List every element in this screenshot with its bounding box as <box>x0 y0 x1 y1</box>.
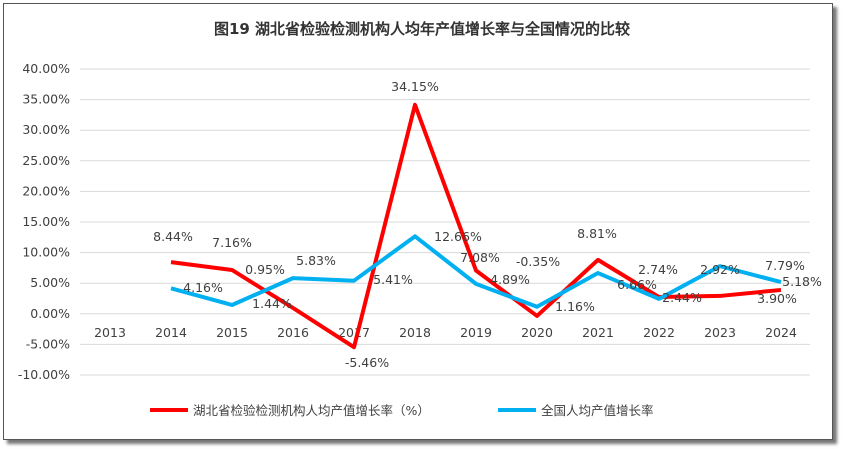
data-label: 2.92% <box>700 262 740 277</box>
legend-label: 全国人均产值增长率 <box>541 403 654 418</box>
data-label: 7.08% <box>460 250 500 265</box>
x-tick-label: 2024 <box>765 325 797 340</box>
x-tick-label: 2021 <box>582 325 614 340</box>
x-tick-label: 2014 <box>155 325 187 340</box>
x-tick-label: 2016 <box>277 325 309 340</box>
x-tick-label: 2015 <box>216 325 248 340</box>
y-tick-label: 25.00% <box>22 153 70 168</box>
x-tick-label: 2023 <box>704 325 736 340</box>
y-tick-label: 5.00% <box>30 275 70 290</box>
legend-label: 湖北省检验检测机构人均产值增长率（%） <box>193 403 430 418</box>
x-tick-label: 2017 <box>338 325 370 340</box>
y-tick-label: 10.00% <box>22 245 70 260</box>
data-label: 12.66% <box>434 229 482 244</box>
data-label: 6.66% <box>617 277 657 292</box>
data-label: 1.16% <box>555 299 595 314</box>
data-label: 2.44% <box>662 290 702 305</box>
x-tick-label: 2013 <box>94 325 126 340</box>
data-label: 1.44% <box>252 296 292 311</box>
data-label: 5.41% <box>373 272 413 287</box>
x-tick-label: 2022 <box>643 325 675 340</box>
x-tick-label: 2020 <box>521 325 553 340</box>
data-label: 5.83% <box>296 253 336 268</box>
chart-title: 图19 湖北省检验检测机构人均年产值增长率与全国情况的比较 <box>214 20 630 38</box>
data-label: -5.46% <box>345 355 389 370</box>
data-label: 7.79% <box>765 258 805 273</box>
y-tick-label: 40.00% <box>22 61 70 76</box>
y-tick-label: 20.00% <box>22 183 70 198</box>
data-label: 0.95% <box>245 262 285 277</box>
legend-item-1: 湖北省检验检测机构人均产值增长率（%） <box>150 403 430 418</box>
y-tick-label: -5.00% <box>26 336 70 351</box>
data-label: 3.90% <box>757 291 797 306</box>
data-label: 4.89% <box>490 272 530 287</box>
data-label: 8.44% <box>153 229 193 244</box>
data-label: 2.74% <box>638 262 678 277</box>
y-tick-label: -10.00% <box>18 367 70 382</box>
data-label: 5.18% <box>782 274 822 289</box>
data-label: 34.15% <box>391 79 439 94</box>
y-tick-label: 0.00% <box>30 306 70 321</box>
data-label: 4.16% <box>183 280 223 295</box>
data-label: 8.81% <box>577 226 617 241</box>
x-tick-label: 2019 <box>460 325 492 340</box>
x-tick-label: 2018 <box>399 325 431 340</box>
data-label: 7.16% <box>212 235 252 250</box>
y-tick-label: 35.00% <box>22 92 70 107</box>
series-line-2 <box>170 234 782 309</box>
series-line-1 <box>170 102 782 350</box>
data-label: -0.35% <box>516 254 560 269</box>
y-tick-label: 30.00% <box>22 122 70 137</box>
y-tick-label: 15.00% <box>22 214 70 229</box>
legend-item-2: 全国人均产值增长率 <box>498 403 654 418</box>
